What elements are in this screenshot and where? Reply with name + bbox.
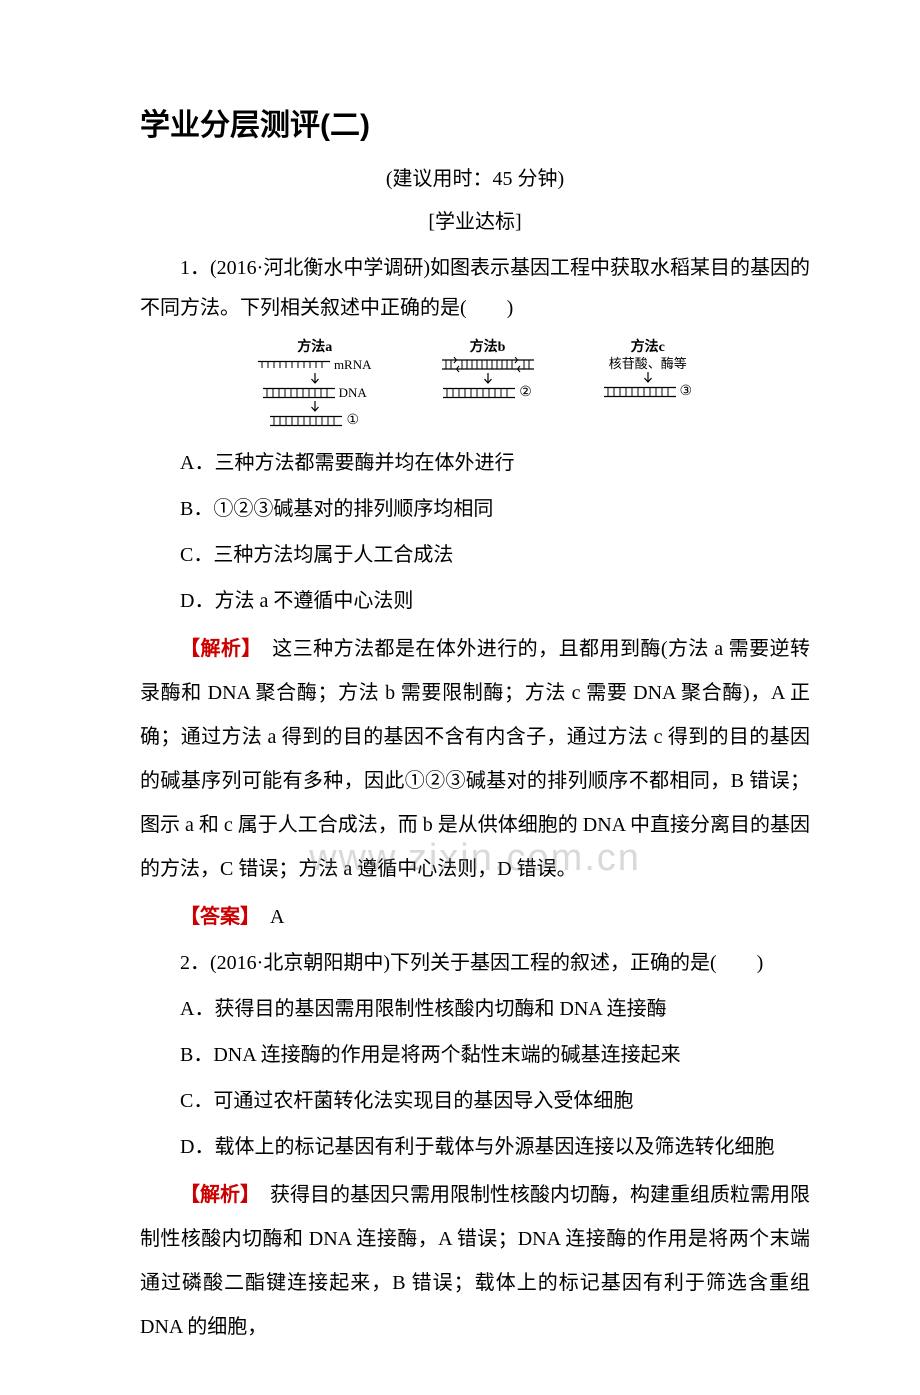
explain-label: 【解析】 <box>180 1184 250 1206</box>
method-c-line1: 核苷酸、酶等 <box>609 357 687 372</box>
dna-strand-icon <box>270 415 342 427</box>
q2-option-b: B．DNA 连接酶的作用是将两个黏性末端的碱基连接起来 <box>140 1035 810 1075</box>
dna-strand-icon <box>263 387 335 399</box>
dna-with-cuts-icon <box>442 357 534 373</box>
q1-explanation: 【解析】 这三种方法都是在体外进行的，且都用到酶(方法 a 需要逆转录酶和 DN… <box>140 627 810 891</box>
method-a-header: 方法a <box>297 340 332 356</box>
q2-option-c: C．可通过农杆菌转化法实现目的基因导入受体细胞 <box>140 1081 810 1121</box>
mrna-label: mRNA <box>334 358 372 373</box>
method-c-header: 方法c <box>631 340 665 356</box>
q2-explanation: 【解析】 获得目的基因只需用限制性核酸内切酶，构建重组质粒需用限制性核酸内切酶和… <box>140 1173 810 1349</box>
q1-option-d: D．方法 a 不遵循中心法则 <box>140 581 810 621</box>
q2-option-d: D．载体上的标记基因有利于载体与外源基因连接以及筛选转化细胞 <box>140 1127 810 1167</box>
q1-answer: 【答案】 A <box>140 897 810 937</box>
arrow-down-icon <box>310 401 320 413</box>
page-title: 学业分层测评(二) <box>140 100 810 144</box>
q2-explain-text: 获得目的基因只需用限制性核酸内切酶，构建重组质粒需用限制性核酸内切酶和 DNA … <box>140 1184 810 1338</box>
q1-option-a: A．三种方法都需要酶并均在体外进行 <box>140 443 810 483</box>
explain-label: 【解析】 <box>180 638 252 660</box>
dna-label: DNA <box>339 386 367 401</box>
answer-label: 【答案】 <box>180 906 250 928</box>
dna-strand-icon <box>604 386 676 398</box>
arrow-down-icon <box>483 373 493 385</box>
time-suggest: (建议用时：45 分钟) <box>140 162 810 191</box>
arrow-down-icon <box>310 373 320 385</box>
method-b: 方法b ② <box>442 340 534 429</box>
result-3: ③ <box>680 384 693 400</box>
dna-fragment-icon <box>443 387 515 399</box>
arrow-down-icon <box>643 372 653 384</box>
method-c: 方法c 核苷酸、酶等 ③ <box>604 340 693 429</box>
q1-option-b: B．①②③碱基对的排列顺序均相同 <box>140 489 810 529</box>
q2-stem: 2．(2016·北京朝阳期中)下列关于基因工程的叙述，正确的是( ) <box>140 943 810 983</box>
q2-option-a: A．获得目的基因需用限制性核酸内切酶和 DNA 连接酶 <box>140 989 810 1029</box>
method-b-header: 方法b <box>470 340 506 356</box>
q1-explain-text: 这三种方法都是在体外进行的，且都用到酶(方法 a 需要逆转录酶和 DNA 聚合酶… <box>140 638 810 880</box>
q1-diagram: 方法a mRNA DNA ① 方法b <box>140 340 810 429</box>
q1-answer-text: A <box>250 906 284 928</box>
section-tag: [学业达标] <box>140 205 810 234</box>
mrna-strand-icon <box>258 360 330 370</box>
q1-option-c: C．三种方法均属于人工合成法 <box>140 535 810 575</box>
result-1: ① <box>346 413 359 429</box>
q1-stem: 1．(2016·河北衡水中学调研)如图表示基因工程中获取水稻某目的基因的不同方法… <box>140 248 810 328</box>
method-a: 方法a mRNA DNA ① <box>258 340 372 429</box>
result-2: ② <box>519 385 532 401</box>
